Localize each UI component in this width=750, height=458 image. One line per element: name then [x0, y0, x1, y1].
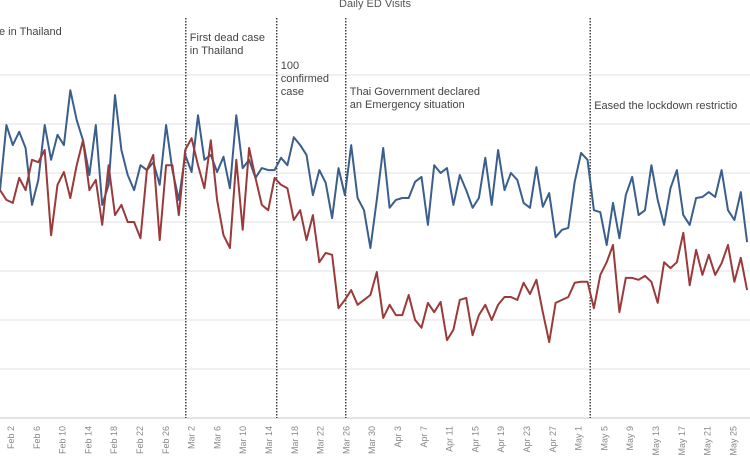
x-tick-label: Apr 23	[522, 426, 532, 453]
red-series	[0, 137, 749, 344]
event-annotation: 100 confirmed case	[280, 60, 330, 98]
x-tick-label: Feb 18	[109, 426, 119, 454]
x-tick-label: Mar 10	[238, 426, 248, 454]
x-tick-label: Mar 22	[316, 426, 326, 454]
x-tick-label: Apr 3	[393, 426, 403, 448]
x-tick-label: Apr 7	[419, 426, 429, 448]
x-tick-label: May 1	[574, 426, 584, 451]
x-tick-label: May 5	[599, 426, 609, 451]
x-tick-label: May 13	[651, 426, 661, 456]
chart-title: Daily ED Visits	[339, 0, 411, 10]
x-tick-label: Mar 30	[367, 426, 377, 454]
x-tick-label: Mar 18	[290, 426, 300, 454]
event-annotation: Thai Government declared an Emergency si…	[349, 86, 480, 111]
x-tick-label: May 17	[677, 426, 687, 456]
x-tick-label: Mar 6	[212, 426, 222, 449]
x-tick-label: Apr 11	[445, 426, 455, 452]
x-tick-label: Apr 15	[470, 426, 480, 453]
x-tick-label: Feb 10	[58, 426, 68, 454]
event-annotation: e in Thailand	[0, 26, 62, 38]
x-tick-label: Apr 19	[496, 426, 506, 453]
x-tick-label: Mar 26	[341, 426, 351, 454]
x-tick-label: May 9	[625, 426, 635, 451]
x-tick-label: Mar 2	[187, 426, 197, 449]
x-tick-label: Feb 14	[83, 426, 93, 454]
event-annotation: Eased the lockdown restrictio	[594, 100, 738, 112]
x-tick-label: Mar 14	[264, 426, 274, 454]
event-annotation: First dead case in Thailand	[189, 32, 265, 57]
x-tick-label: Feb 26	[161, 426, 171, 454]
x-tick-label: Apr 27	[548, 426, 558, 453]
x-tick-label: May 21	[703, 426, 713, 456]
blue-series	[0, 89, 749, 249]
x-tick-label: Feb 2	[6, 426, 16, 449]
x-tick-label: Feb 22	[135, 426, 145, 454]
x-tick-label: May 25	[728, 426, 738, 456]
x-tick-label: Feb 6	[32, 426, 42, 449]
